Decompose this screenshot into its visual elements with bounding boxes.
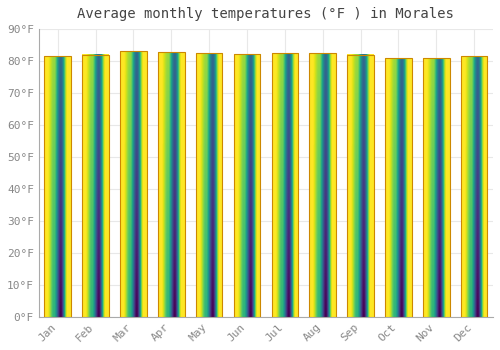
Bar [423, 58, 450, 317]
Bar [234, 54, 260, 317]
Bar [310, 53, 336, 317]
Bar [196, 53, 222, 317]
Bar [272, 53, 298, 317]
Title: Average monthly temperatures (°F ) in Morales: Average monthly temperatures (°F ) in Mo… [78, 7, 454, 21]
Bar [385, 58, 411, 317]
Bar [461, 56, 487, 317]
Bar [44, 56, 71, 317]
Bar [120, 51, 146, 317]
Bar [272, 53, 298, 317]
Bar [423, 58, 450, 317]
Bar [348, 55, 374, 317]
Bar [82, 55, 109, 317]
Bar [158, 52, 184, 317]
Bar [310, 53, 336, 317]
Bar [120, 51, 146, 317]
Bar [44, 56, 71, 317]
Bar [385, 58, 411, 317]
Bar [348, 55, 374, 317]
Bar [82, 55, 109, 317]
Bar [196, 53, 222, 317]
Bar [158, 52, 184, 317]
Bar [234, 54, 260, 317]
Bar [461, 56, 487, 317]
